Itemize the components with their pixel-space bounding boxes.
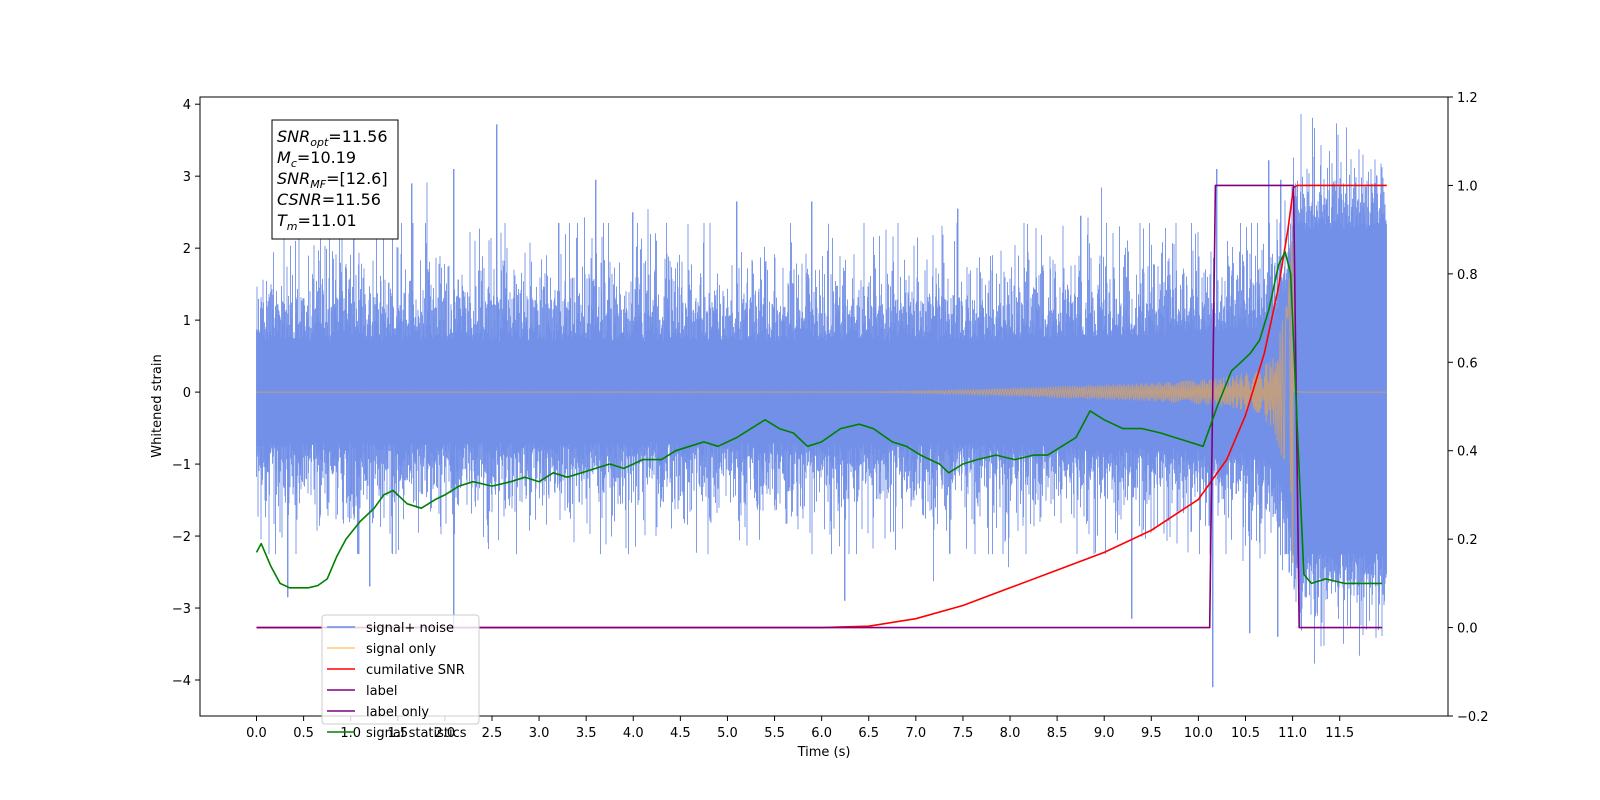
x-axis: 0.0 0.5 1.0 1.5 2.0 2.5 3.0 3.5 4.0 4.5 5.0 5.5 6.0 6…	[246, 716, 1354, 741]
legend-label: signal+ noise	[366, 621, 454, 636]
x-tick-label: 1.5	[387, 726, 408, 741]
signal-only-trace	[256, 210, 1387, 563]
y-left-tick-label: −4	[172, 674, 191, 689]
y-axis-left: −4 −3 −2 −1 0 1 2 3 4	[172, 98, 200, 689]
info-value: =[12.6]	[326, 169, 388, 188]
x-tick-label: 3.0	[529, 726, 550, 741]
legend-frame	[321, 614, 480, 725]
x-tick-label: 10.5	[1231, 726, 1260, 741]
y-left-tick-label: 3	[183, 170, 191, 185]
right-axis-series	[255, 184, 1387, 629]
x-tick-label: 7.5	[953, 726, 974, 741]
x-tick-label: 8.5	[1047, 726, 1068, 741]
info-value: =10.19	[297, 148, 356, 167]
legend: signal+ noise signal only cumilative SNR la…	[321, 614, 480, 741]
info-symbol: SNR	[277, 169, 310, 188]
info-subscript: m	[287, 220, 298, 233]
x-tick-label: 3.5	[576, 726, 597, 741]
legend-label: label only	[366, 705, 429, 720]
info-value: =11.56	[322, 190, 381, 209]
info-line: SNRMF=[12.6]	[277, 169, 388, 191]
x-tick-label: 0.5	[293, 726, 314, 741]
x-tick-label: 8.0	[1000, 726, 1021, 741]
cumulative-snr-line	[256, 184, 1387, 629]
legend-label: signal statistics	[366, 726, 467, 741]
info-symbol: M	[277, 148, 291, 167]
x-tick-label: 11.0	[1278, 726, 1307, 741]
info-box: SNRopt=11.56Mc=10.19SNRMF=[12.6]CSNR=11.…	[271, 119, 399, 240]
y-right-tick-label: 0.6	[1457, 356, 1478, 371]
x-tick-label: 6.5	[858, 726, 879, 741]
y-left-tick-label: −2	[172, 530, 191, 545]
x-tick-label: 4.0	[623, 726, 644, 741]
x-tick-label: 11.5	[1325, 726, 1354, 741]
info-line: Tm=11.01	[277, 211, 357, 233]
info-symbol: CSNR	[277, 190, 322, 209]
info-value: =11.56	[328, 127, 387, 146]
x-tick-label: 5.0	[717, 726, 738, 741]
y-right-tick-label: 1.0	[1457, 179, 1478, 194]
x-tick-label: 4.5	[670, 726, 691, 741]
y-right-tick-label: 1.2	[1457, 91, 1478, 106]
y-right-tick-label: 0.8	[1457, 268, 1478, 283]
y-right-tick-label: 0.4	[1457, 445, 1478, 460]
x-tick-label: 9.5	[1141, 726, 1162, 741]
y-left-tick-label: 1	[183, 314, 191, 329]
y-right-tick-label: −0.2	[1457, 710, 1489, 725]
x-tick-label: 2.0	[435, 726, 456, 741]
info-subscript: MF	[310, 178, 326, 191]
y-axis-label: Whitened strain	[150, 354, 165, 457]
info-symbol: T	[277, 211, 288, 230]
legend-label: cumilative SNR	[366, 663, 465, 678]
x-axis-label: Time (s)	[797, 745, 851, 760]
info-subscript: c	[291, 157, 297, 170]
label-line	[256, 184, 1383, 629]
signal-statistics-line	[255, 251, 1383, 589]
y-left-tick-label: 2	[183, 242, 191, 257]
legend-label: signal only	[366, 642, 436, 657]
plot-frame	[199, 96, 1449, 717]
info-line: Mc=10.19	[277, 148, 356, 170]
x-tick-label: 7.0	[905, 726, 926, 741]
x-tick-label: 9.0	[1094, 726, 1115, 741]
info-line: CSNR=11.56	[277, 190, 381, 209]
info-symbol: SNR	[277, 127, 310, 146]
signal-only-series	[256, 210, 1387, 563]
y-right-tick-label: 0.0	[1457, 622, 1478, 637]
x-tick-label: 2.5	[482, 726, 503, 741]
y-right-tick-label: 0.2	[1457, 533, 1478, 548]
y-left-tick-label: −3	[172, 602, 191, 617]
info-box-frame	[271, 119, 399, 240]
y-axis-right: −0.2 0.0 0.2 0.4 0.6 0.8 1.0 1.2	[1448, 91, 1489, 725]
x-tick-label: 0.0	[246, 726, 267, 741]
x-tick-label: 10.0	[1184, 726, 1213, 741]
x-tick-label: 5.5	[764, 726, 785, 741]
info-subscript: opt	[310, 136, 329, 149]
y-left-tick-label: −1	[172, 458, 191, 473]
info-line: SNRopt=11.56	[277, 127, 388, 149]
y-left-tick-label: 4	[183, 98, 191, 113]
x-tick-label: 6.0	[811, 726, 832, 741]
x-tick-label: 1.0	[340, 726, 361, 741]
legend-label: label	[366, 684, 397, 699]
y-left-tick-label: 0	[183, 386, 191, 401]
info-value: =11.01	[298, 211, 357, 230]
